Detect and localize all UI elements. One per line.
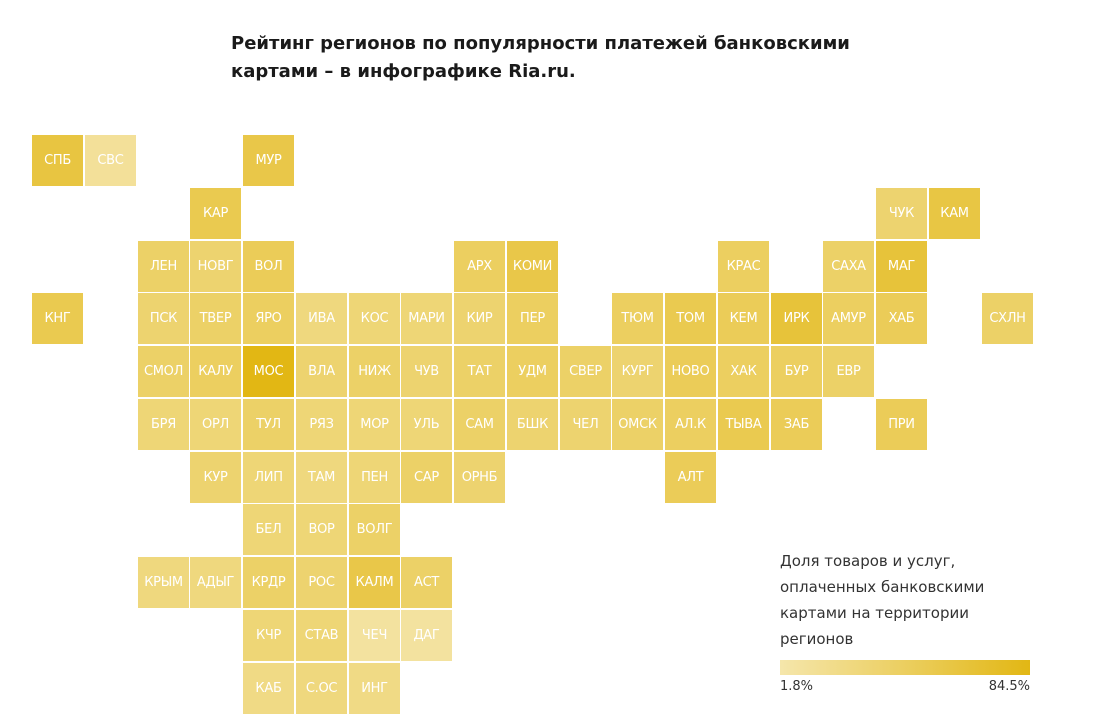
region-tile: ПСК — [138, 293, 189, 344]
region-tile: УДМ — [507, 346, 558, 397]
legend-min-label: 1.8% — [780, 679, 814, 694]
legend-title: Доля товаров и услуг, оплаченных банковс… — [780, 552, 985, 648]
region-tile: КУР — [190, 452, 241, 503]
region-tile: УЛЬ — [401, 399, 452, 450]
region-tile: СХЛН — [982, 293, 1033, 344]
region-tile: РЯЗ — [296, 399, 347, 450]
region-tile: ЗАБ — [771, 399, 822, 450]
region-tile: ХАБ — [876, 293, 927, 344]
region-tile: МАРИ — [401, 293, 452, 344]
region-tile: МУР — [243, 135, 294, 186]
region-tile: ХАК — [718, 346, 769, 397]
legend-labels: 1.8% 84.5% — [780, 679, 1030, 694]
region-tile: БРЯ — [138, 399, 189, 450]
region-tile: БШК — [507, 399, 558, 450]
region-tile: ТАТ — [454, 346, 505, 397]
region-tile: ВОР — [296, 504, 347, 555]
region-tile: КАЛУ — [190, 346, 241, 397]
region-tile: НИЖ — [349, 346, 400, 397]
region-tile: АДЫГ — [190, 557, 241, 608]
region-tile: КНГ — [32, 293, 83, 344]
region-tile: ТАМ — [296, 452, 347, 503]
region-tile: СПБ — [32, 135, 83, 186]
region-tile: САР — [401, 452, 452, 503]
region-tile: ОМСК — [612, 399, 663, 450]
region-tile: ВОЛГ — [349, 504, 400, 555]
region-tile: НОВО — [665, 346, 716, 397]
region-tile: КРЫМ — [138, 557, 189, 608]
region-tile: КАЛМ — [349, 557, 400, 608]
region-tile: МОС — [243, 346, 294, 397]
region-tile: ЛЕН — [138, 241, 189, 292]
region-tile: КУРГ — [612, 346, 663, 397]
legend-color-gradient — [780, 660, 1030, 675]
map-title: Рейтинг регионов по популярности платеже… — [231, 33, 850, 82]
region-tile: СМОЛ — [138, 346, 189, 397]
region-tile: КЕМ — [718, 293, 769, 344]
region-tile: ДАГ — [401, 610, 452, 661]
region-tile: МАГ — [876, 241, 927, 292]
region-tile: ТОМ — [665, 293, 716, 344]
region-tile: КРАС — [718, 241, 769, 292]
region-tile: КАБ — [243, 663, 294, 714]
region-tile: НОВГ — [190, 241, 241, 292]
region-tile: БЕЛ — [243, 504, 294, 555]
region-tile: ЧЕЧ — [349, 610, 400, 661]
region-tile: ВЛА — [296, 346, 347, 397]
region-tile: ТВЕР — [190, 293, 241, 344]
region-tile: КАМ — [929, 188, 980, 239]
region-tile: ОРЛ — [190, 399, 241, 450]
region-tile: ПЕР — [507, 293, 558, 344]
region-tile: С.ОС — [296, 663, 347, 714]
region-tile: СВЕР — [560, 346, 611, 397]
region-tile: КОС — [349, 293, 400, 344]
region-tile: САХА — [823, 241, 874, 292]
region-tile: БУР — [771, 346, 822, 397]
region-tile: АЛТ — [665, 452, 716, 503]
region-tile: ТЮМ — [612, 293, 663, 344]
region-tile: ИНГ — [349, 663, 400, 714]
region-tile: ЕВР — [823, 346, 874, 397]
region-tile: ПРИ — [876, 399, 927, 450]
region-tile: АМУР — [823, 293, 874, 344]
region-tile: КОМИ — [507, 241, 558, 292]
region-tile: ЧЕЛ — [560, 399, 611, 450]
region-tile: МОР — [349, 399, 400, 450]
region-tile: ИРК — [771, 293, 822, 344]
region-tile: ЧУК — [876, 188, 927, 239]
legend-max-label: 84.5% — [988, 679, 1030, 694]
region-tile: САМ — [454, 399, 505, 450]
region-tile: РОС — [296, 557, 347, 608]
region-tile: ТЫВА — [718, 399, 769, 450]
region-tile: АЛ.К — [665, 399, 716, 450]
region-tile: СВС — [85, 135, 136, 186]
region-tile: ЧУВ — [401, 346, 452, 397]
region-tile: ЯРО — [243, 293, 294, 344]
region-tile: КРДР — [243, 557, 294, 608]
region-tile: КЧР — [243, 610, 294, 661]
region-tile: ВОЛ — [243, 241, 294, 292]
region-tile: АСТ — [401, 557, 452, 608]
region-tile: КИР — [454, 293, 505, 344]
region-tile: КАР — [190, 188, 241, 239]
region-tile: ИВА — [296, 293, 347, 344]
region-tile: ЛИП — [243, 452, 294, 503]
region-tile: ТУЛ — [243, 399, 294, 450]
region-tile: ОРНБ — [454, 452, 505, 503]
legend: Доля товаров и услуг, оплаченных банковс… — [780, 548, 1032, 694]
region-tile: АРХ — [454, 241, 505, 292]
region-tile: СТАВ — [296, 610, 347, 661]
region-tile: ПЕН — [349, 452, 400, 503]
